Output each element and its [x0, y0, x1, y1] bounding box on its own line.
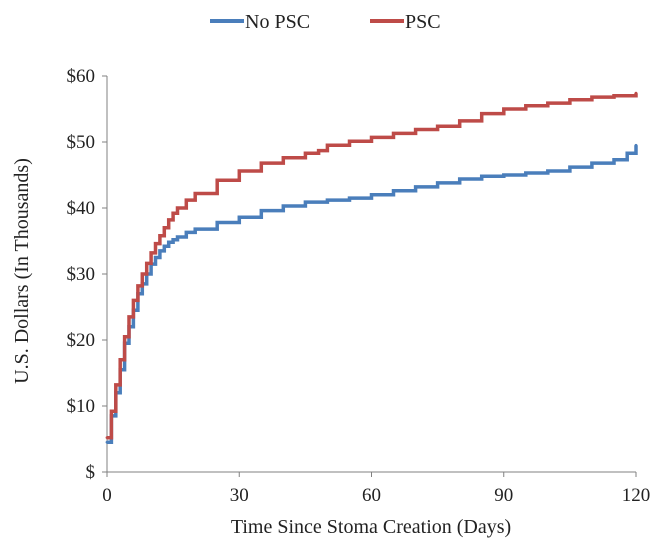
- data-point-no-psc: [625, 151, 629, 155]
- data-point-psc: [118, 358, 122, 362]
- data-point-no-psc: [215, 221, 219, 224]
- data-point-psc: [162, 226, 166, 230]
- data-point-no-psc: [590, 161, 594, 165]
- data-point-psc: [127, 315, 131, 319]
- y-tick-label: $30: [67, 264, 96, 285]
- data-point-psc: [414, 128, 417, 131]
- data-point-psc: [458, 119, 462, 123]
- data-point-psc: [136, 284, 140, 288]
- data-point-psc: [568, 98, 572, 102]
- data-point-psc: [546, 101, 550, 105]
- data-point-psc: [590, 95, 594, 99]
- data-point-no-psc: [612, 158, 616, 162]
- data-point-psc: [612, 94, 616, 98]
- data-point-no-psc: [502, 173, 506, 177]
- x-axis-title: Time Since Stoma Creation (Days): [231, 516, 511, 538]
- data-point-no-psc: [326, 198, 329, 202]
- data-point-no-psc: [480, 174, 484, 178]
- data-point-no-psc: [546, 169, 550, 173]
- data-point-psc: [502, 107, 506, 111]
- data-point-no-psc: [259, 209, 263, 213]
- data-point-psc: [303, 151, 307, 155]
- data-point-no-psc: [348, 196, 351, 200]
- y-tick-label: $: [86, 462, 96, 483]
- y-axis-title: U.S. Dollars (In Thousands): [11, 158, 33, 384]
- data-point-psc: [436, 124, 440, 128]
- data-point-psc: [132, 299, 135, 302]
- legend: No PSC PSC: [210, 11, 441, 33]
- data-point-psc: [524, 104, 528, 108]
- data-point-psc: [149, 251, 153, 255]
- data-point-no-psc: [105, 440, 109, 444]
- data-point-psc: [158, 234, 162, 238]
- series-line-no-psc: [107, 145, 638, 445]
- data-point-no-psc: [193, 227, 197, 231]
- series-line-psc: [107, 93, 638, 440]
- data-point-psc: [105, 436, 109, 440]
- data-point-psc: [370, 135, 373, 139]
- legend-label-no-psc: No PSC: [245, 11, 310, 33]
- data-point-no-psc: [634, 143, 638, 147]
- y-tick-label: $20: [67, 330, 96, 351]
- y-tick-label: $10: [67, 396, 96, 417]
- data-point-psc: [326, 143, 329, 147]
- data-point-no-psc: [370, 193, 373, 197]
- data-point-psc: [348, 139, 351, 143]
- y-tick-label: $50: [67, 132, 96, 153]
- data-point-psc: [392, 132, 395, 135]
- data-point-no-psc: [171, 238, 175, 242]
- y-tick-label: $60: [67, 66, 96, 87]
- x-tick-label: 30: [230, 485, 249, 506]
- data-point-psc: [145, 262, 149, 265]
- plot-area: $ $10 $20 $30 $40 $50 $60 0 30 60 90 120: [67, 66, 651, 506]
- data-point-psc: [259, 161, 263, 165]
- data-point-no-psc: [436, 181, 440, 185]
- data-point-psc: [110, 409, 113, 413]
- data-point-no-psc: [237, 215, 241, 219]
- x-tick-label: 0: [102, 485, 112, 506]
- data-point-psc: [123, 335, 127, 339]
- data-point-psc: [215, 178, 219, 182]
- data-point-psc: [114, 383, 118, 387]
- data-point-psc: [634, 91, 638, 95]
- data-point-psc: [281, 156, 285, 160]
- data-point-psc: [167, 218, 171, 222]
- data-point-no-psc: [524, 171, 528, 175]
- data-point-no-psc: [568, 165, 572, 169]
- data-point-no-psc: [281, 204, 285, 208]
- y-tick-label: $40: [67, 198, 96, 219]
- data-point-psc: [171, 211, 175, 215]
- data-point-no-psc: [162, 244, 166, 248]
- data-point-psc: [140, 272, 144, 276]
- data-point-psc: [193, 192, 197, 195]
- data-point-psc: [237, 169, 241, 173]
- data-point-no-psc: [176, 235, 179, 239]
- data-point-no-psc: [158, 249, 162, 253]
- data-point-psc: [176, 206, 179, 210]
- data-point-no-psc: [154, 256, 157, 259]
- data-point-no-psc: [458, 177, 462, 181]
- data-point-no-psc: [392, 189, 395, 193]
- data-point-psc: [317, 149, 320, 152]
- data-point-no-psc: [303, 200, 307, 204]
- x-tick-label: 90: [494, 485, 513, 506]
- data-point-no-psc: [414, 185, 417, 189]
- data-point-no-psc: [167, 240, 171, 244]
- x-tick-label: 120: [622, 485, 651, 506]
- data-point-psc: [184, 198, 188, 202]
- x-tick-label: 60: [362, 485, 381, 506]
- data-point-psc: [480, 112, 484, 116]
- data-point-no-psc: [184, 231, 188, 234]
- legend-label-psc: PSC: [405, 11, 441, 33]
- data-point-psc: [154, 242, 157, 246]
